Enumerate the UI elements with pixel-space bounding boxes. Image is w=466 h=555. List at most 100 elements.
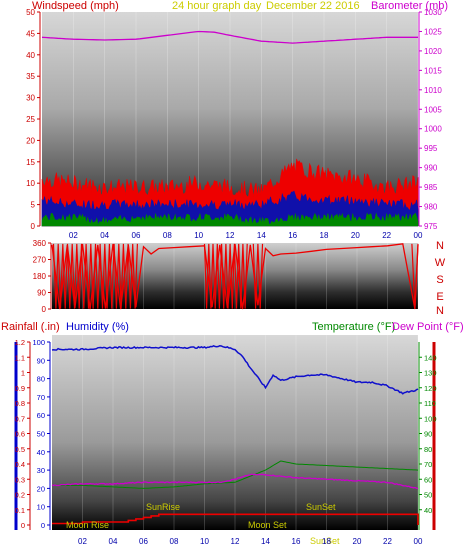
panel3-gridlines [82, 335, 419, 530]
barometer-tick-label: 975 [424, 222, 438, 231]
windspeed-tick-label: 35 [26, 72, 35, 81]
temperature-tick-label: 140 [424, 353, 437, 362]
windspeed-tick-label: 45 [26, 29, 35, 38]
humidity-tick-labels: 0 10 20 30 40 50 60 70 80 90 100 [32, 338, 50, 530]
rainfall-line [52, 513, 419, 525]
rainfall-tick-label: 0.7 [15, 414, 25, 423]
windspeed-tick-labels: 0 5 10 15 20 25 30 35 40 45 50 [26, 8, 40, 231]
panel1-time-tick-label: 16 [288, 231, 297, 240]
temperature-tick-label: 120 [424, 384, 437, 393]
barometer-axis-title: Barometer (mb) [371, 0, 448, 12]
dewpoint-axis-title: Dew Point (°F) [392, 321, 464, 333]
humidity-tick-label: 70 [37, 393, 45, 402]
temperature-tick-label: 80 [424, 445, 432, 454]
panel3-time-tick-label: 20 [353, 537, 362, 546]
rainfall-tick-label: 1.1 [15, 353, 25, 362]
temperature-axis-title: Temperature (°F) [312, 321, 395, 333]
barometer-tick-label: 1010 [424, 86, 442, 95]
humidity-line [51, 344, 419, 395]
panel3-time-tick-label: 04 [109, 537, 118, 546]
dewpoint-line [51, 473, 419, 490]
chart-title: 24 hour graph day [172, 0, 262, 12]
humidity-tick-label: 80 [37, 375, 45, 384]
rainfall-tick-label: 0.2 [15, 491, 25, 500]
wind-lull-band [41, 212, 419, 227]
panel1-time-tick-label: 18 [320, 231, 329, 240]
panel3-time-tick-label: 08 [170, 537, 179, 546]
sunset-label: SunSet [306, 502, 336, 512]
temperature-tick-label: 110 [424, 399, 436, 408]
barometer-line [41, 30, 418, 44]
humidity-tick-label: 100 [32, 338, 45, 347]
temperature-tick-label: 50 [424, 491, 432, 500]
rainfall-tick-labels: 0 0.1 0.2 0.3 0.4 0.5 0.6 0.7 0.8 0.9 1 1.1 1.2 [15, 338, 30, 530]
humidity-tick-label: 10 [37, 503, 45, 512]
panel3-time-tick-label: 02 [78, 537, 87, 546]
rainfall-axis-title: Rainfall (.in) [1, 321, 60, 333]
sunset-bottom-label: SunSet [310, 536, 340, 546]
panel3-time-tick-label: 06 [139, 537, 148, 546]
humidity-tick-label: 50 [37, 430, 45, 439]
wind-direction-variable-segment [252, 243, 264, 309]
panel3-time-tick-label: 22 [383, 537, 392, 546]
rainfall-tick-label: 0.3 [15, 475, 25, 484]
windspeed-tick-label: 20 [26, 136, 35, 145]
direction-degree-tick-labels: 0 90 180 270 360 [33, 239, 51, 314]
rainfall-tick-label: 0.4 [15, 460, 25, 469]
temperature-tick-label: 130 [424, 369, 437, 378]
panel1-time-tick-label: 00 [414, 231, 423, 240]
windspeed-tick-label: 5 [31, 201, 36, 210]
temperature-tick-label: 70 [424, 460, 432, 469]
barometer-tick-label: 1020 [424, 47, 442, 56]
humidity-tick-label: 90 [37, 356, 45, 365]
panel3-time-tick-label: 12 [231, 537, 240, 546]
rainfall-tick-label: 0.5 [15, 445, 25, 454]
barometer-tick-label: 1030 [424, 8, 442, 17]
windspeed-tick-label: 30 [26, 94, 35, 103]
barometer-tick-label: 1000 [424, 125, 442, 134]
windspeed-tick-label: 40 [26, 51, 35, 60]
panel3-time-tick-label: 18 [322, 537, 331, 546]
compass-label-n: N [436, 305, 444, 317]
barometer-tick-label: 995 [424, 144, 438, 153]
sunrise-label: SunRise [146, 502, 180, 512]
panel1-time-tick-label: 20 [351, 231, 360, 240]
barometer-tick-label: 1025 [424, 27, 442, 36]
direction-tick-label: 270 [33, 256, 47, 265]
rainfall-tick-label: 0 [21, 521, 25, 530]
compass-label-n: N [436, 240, 444, 252]
wind-direction-variable-segment [411, 243, 419, 309]
panel1-time-tick-label: 10 [194, 231, 203, 240]
windspeed-tick-label: 0 [31, 222, 36, 231]
temperature-tick-label: 60 [424, 475, 432, 484]
direction-tick-label: 90 [37, 289, 46, 298]
barometer-tick-label: 1015 [424, 66, 442, 75]
panel3-time-tick-label: 16 [292, 537, 301, 546]
humidity-tick-label: 30 [37, 466, 45, 475]
temperature-tick-labels: 40 50 60 70 80 90 100 110 120 130 140 [419, 353, 437, 515]
rainfall-tick-label: 0.8 [15, 399, 25, 408]
panel3-time-tick-label: 10 [200, 537, 209, 546]
windspeed-tick-label: 15 [26, 158, 35, 167]
temperature-tick-label: 90 [424, 430, 432, 439]
windspeed-tick-label: 50 [26, 8, 35, 17]
humidity-tick-label: 0 [41, 521, 45, 530]
panel3-time-tick-label: 00 [414, 537, 423, 546]
barometer-tick-label: 990 [424, 164, 438, 173]
temperature-tick-label: 100 [424, 414, 437, 423]
panel1-time-tick-label: 22 [382, 231, 391, 240]
barometer-tick-labels: 975 980 985 990 995 1000 1005 1010 1015 1020 1025 1… [419, 8, 442, 231]
direction-tick-label: 0 [42, 305, 47, 314]
panel1-time-tick-label: 04 [100, 231, 109, 240]
compass-label-s: S [436, 274, 443, 286]
rainfall-tick-label: 1 [21, 369, 25, 378]
windspeed-tick-label: 25 [26, 115, 35, 124]
astronomy-annotations: Moon Rise SunRise Moon Set SunSet SunSet [66, 502, 340, 546]
wind-direction-variable-segment [203, 243, 248, 309]
panel1-time-tick-label: 14 [257, 231, 266, 240]
humidity-tick-label: 20 [37, 484, 45, 493]
rainfall-tick-label: 0.1 [15, 506, 25, 515]
rainfall-tick-label: 1.2 [15, 338, 25, 347]
